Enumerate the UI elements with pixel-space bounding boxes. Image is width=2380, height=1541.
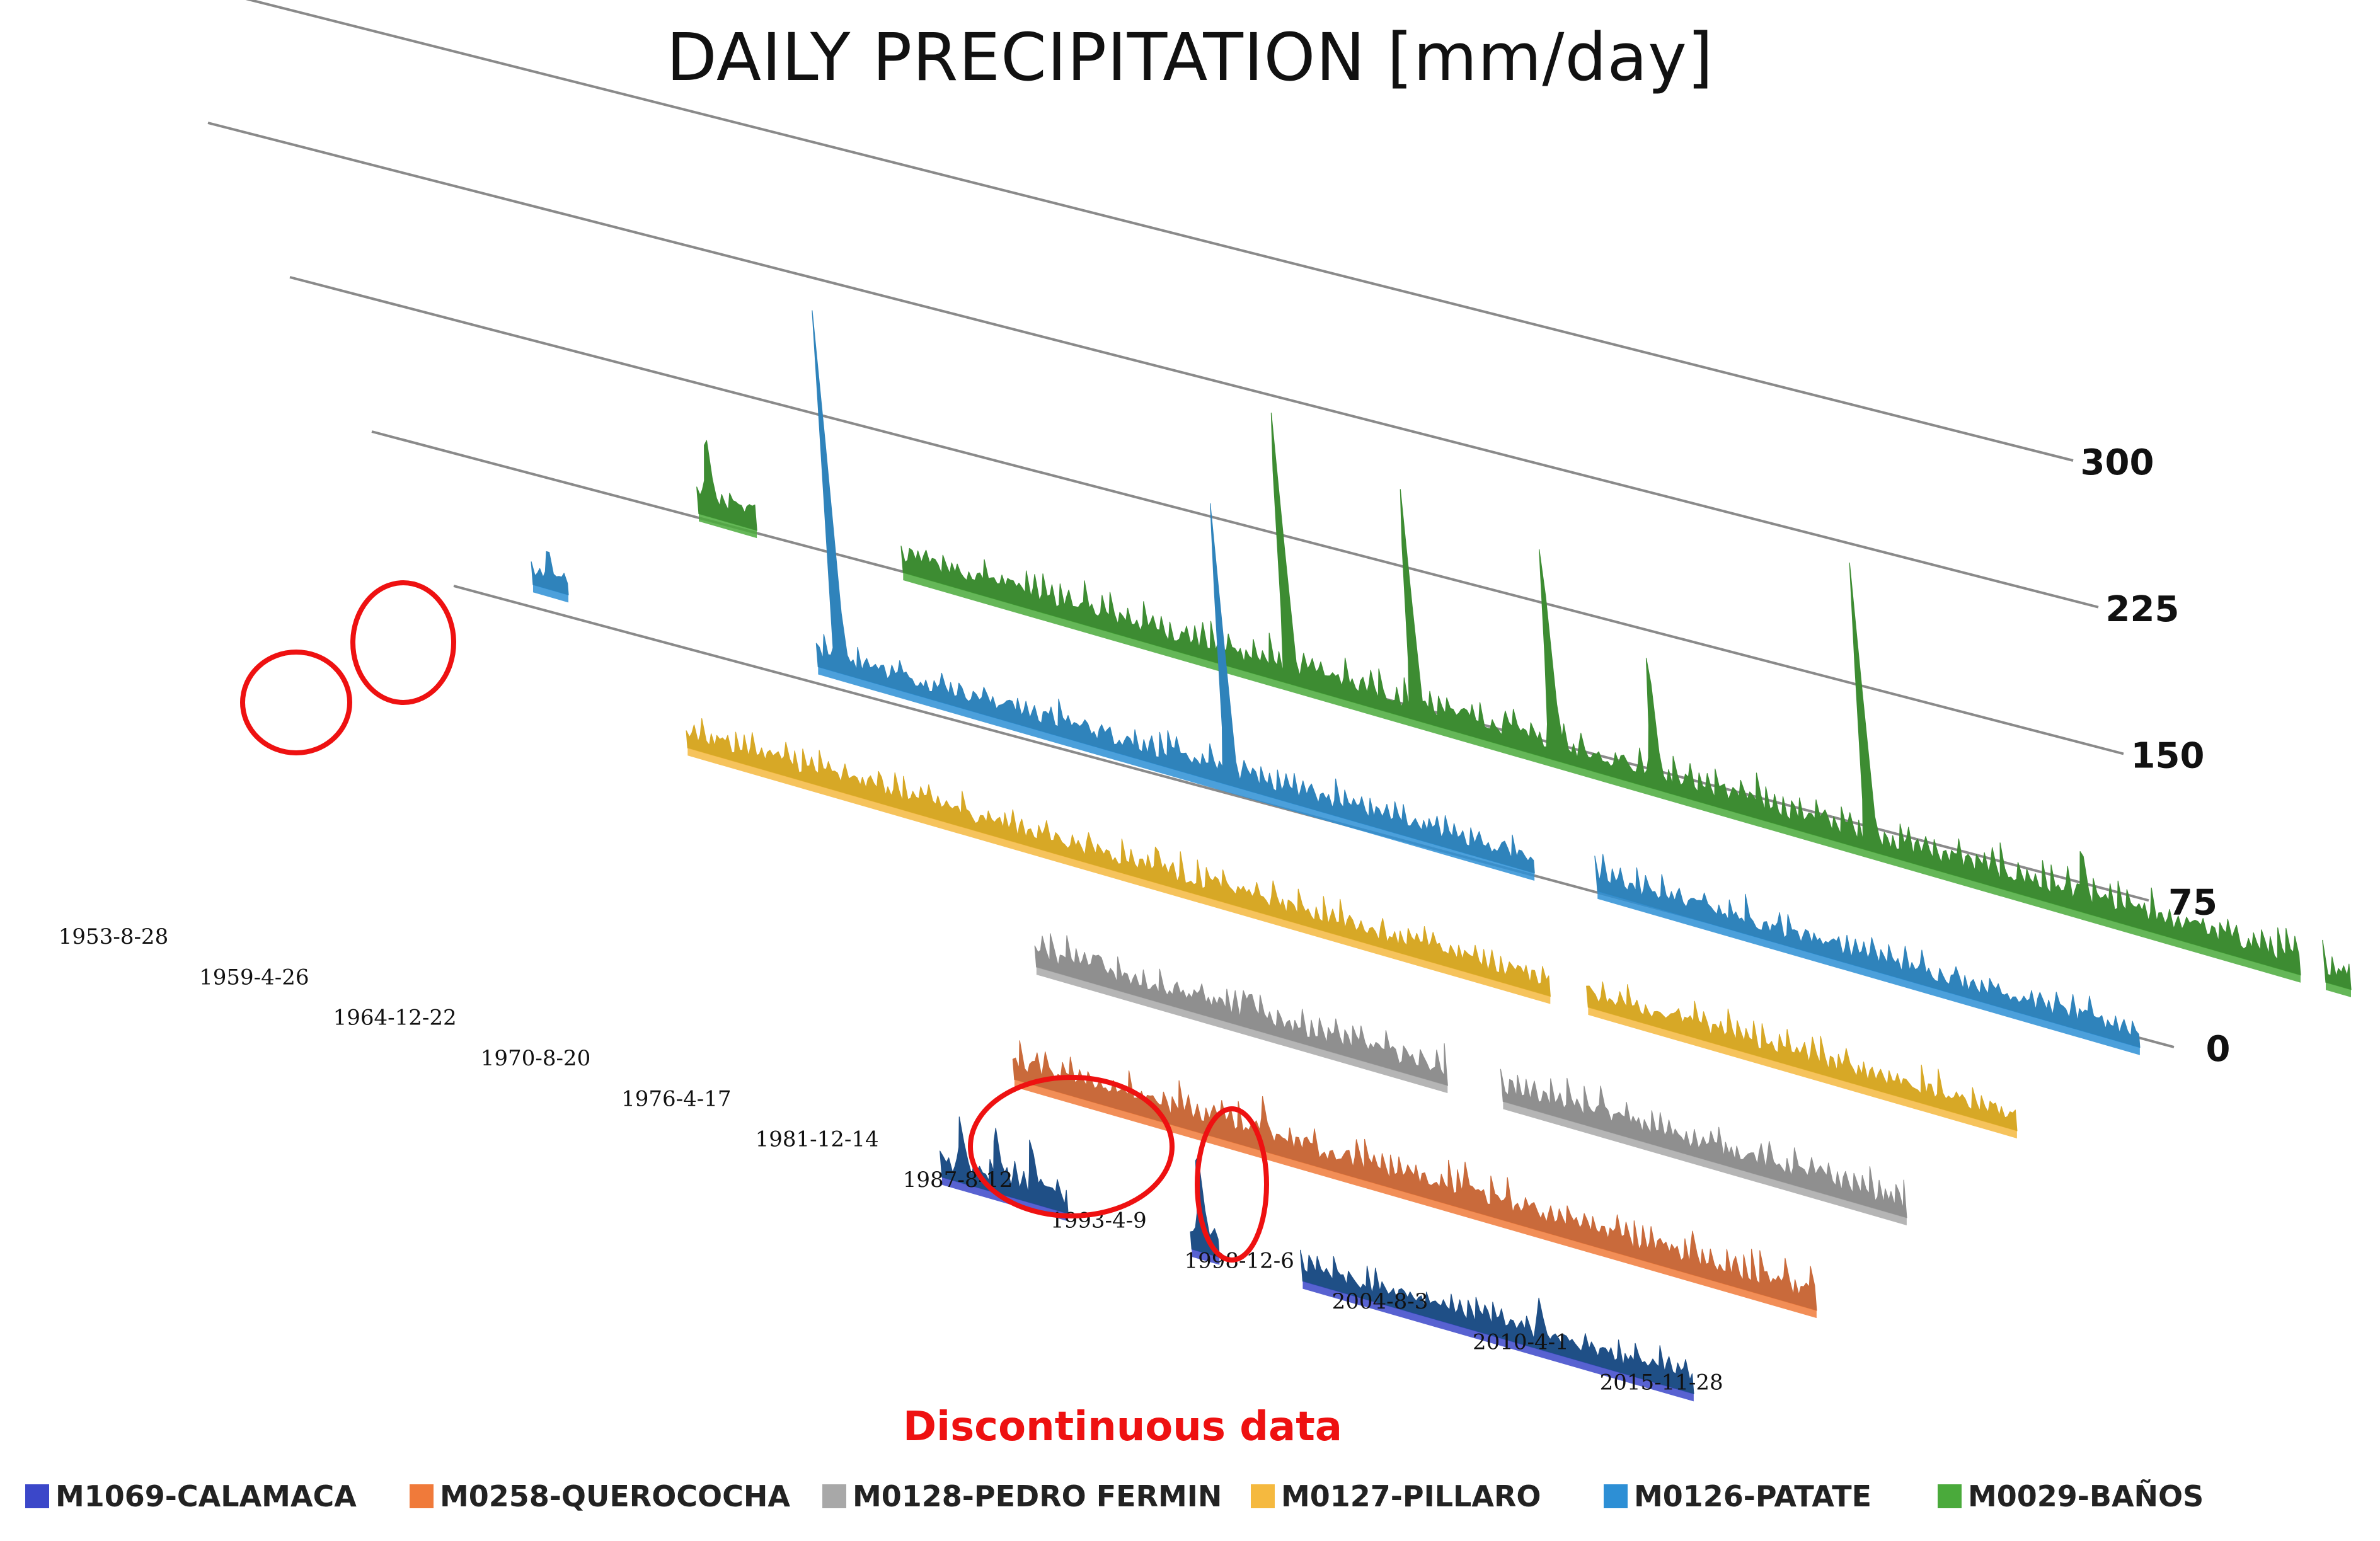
legend-item: M0258-QUEROCOCHA	[410, 1468, 790, 1525]
x-tick-label: 1998-12-6	[1184, 1249, 1294, 1274]
series-base	[1588, 1007, 2017, 1138]
x-tick-label: 2015-11-28	[1600, 1370, 1723, 1395]
x-tick-label: 1964-12-22	[333, 1005, 457, 1031]
discontinuity-marker	[350, 580, 456, 705]
grid-lines	[207, 0, 2175, 1048]
series-base	[1597, 891, 2140, 1055]
x-tick-label: 2004-8-3	[1332, 1289, 1429, 1314]
series-ribbons	[531, 310, 2352, 1402]
legend-swatch	[25, 1484, 49, 1508]
legend-label: M0126-PATATE	[1634, 1479, 1872, 1513]
series-segment	[2322, 939, 2352, 990]
legend-label: M0258-QUEROCOCHA	[440, 1479, 791, 1513]
z-tick-label-300: 300	[2081, 442, 2154, 483]
series-base	[818, 667, 1535, 881]
legend-swatch	[1251, 1484, 1275, 1508]
x-tick-label: 1987-8-12	[903, 1167, 1013, 1193]
chart-title: DAILY PRECIPITATION [mm/day]	[666, 19, 1714, 96]
series-segment	[1300, 1249, 1694, 1394]
series-base	[532, 585, 569, 603]
series-m0126-patate	[531, 310, 2141, 1055]
legend-label: M0029-BAÑOS	[1968, 1479, 2204, 1513]
legend-label: M1069-CALAMACA	[55, 1479, 357, 1513]
legend-swatch	[1938, 1484, 1962, 1508]
legend-swatch	[822, 1484, 846, 1508]
legend-label: M0127-PILLARO	[1281, 1479, 1541, 1513]
legend-swatch	[1604, 1484, 1628, 1508]
discontinuity-marker	[1195, 1106, 1269, 1263]
grid-line-225	[207, 122, 2099, 609]
discontinuity-marker	[968, 1075, 1175, 1218]
z-tick-label-75: 75	[2168, 882, 2217, 923]
series-base	[1503, 1101, 1907, 1225]
legend-item: M0029-BAÑOS	[1938, 1468, 2204, 1525]
x-tick-label: 1953-8-28	[59, 924, 168, 949]
discontinuity-markers	[240, 580, 1269, 1263]
series-segment	[1012, 1040, 1817, 1311]
series-segment	[1586, 981, 2018, 1131]
grid-line-150	[289, 276, 2124, 755]
legend-swatch	[410, 1484, 434, 1508]
x-tick-label: 1959-4-26	[199, 965, 309, 990]
z-tick-label-225: 225	[2106, 589, 2180, 630]
legend-item: M0127-PILLARO	[1251, 1468, 1541, 1525]
legend-label: M0128-PEDRO FERMIN	[853, 1479, 1222, 1513]
series-base	[1014, 1079, 1817, 1319]
x-tick-label: 1976-4-17	[621, 1086, 731, 1111]
z-axis-ticks: 0 75 150 225 300	[2081, 442, 2231, 1070]
x-tick-label: 1970-8-20	[481, 1046, 590, 1071]
z-tick-label-150: 150	[2131, 736, 2205, 777]
series-base	[699, 513, 757, 539]
series-segment	[1190, 1156, 1220, 1258]
series-base	[1302, 1281, 1694, 1402]
series-base	[2325, 982, 2351, 997]
legend-item: M1069-CALAMACA	[25, 1468, 357, 1525]
series-m0029-ba-os	[696, 412, 2352, 997]
series-m0127-pillaro	[686, 718, 2018, 1138]
series-base	[1036, 967, 1448, 1094]
x-tick-label: 1981-12-14	[756, 1127, 879, 1152]
legend: M1069-CALAMACA M0258-QUEROCOCHA M0128-PEDR…	[25, 1468, 2357, 1525]
z-tick-label-0: 0	[2206, 1029, 2231, 1070]
series-base	[903, 572, 2301, 983]
series-base	[1192, 1249, 1220, 1265]
legend-item: M0126-PATATE	[1604, 1468, 1871, 1525]
series-segment	[812, 310, 1535, 874]
series-segment	[1500, 1068, 1907, 1218]
series-m0128-pedro-fermin	[1034, 933, 1907, 1225]
discontinuous-data-annotation: Discontinuous data	[903, 1404, 1342, 1450]
legend-item: M0128-PEDRO FERMIN	[822, 1468, 1222, 1525]
series-m0258-querococha	[1012, 1040, 1817, 1319]
series-base	[687, 748, 1551, 1004]
series-segment	[1594, 854, 2141, 1048]
x-tick-label: 2010-4-1	[1473, 1329, 1569, 1355]
discontinuity-marker	[240, 650, 352, 755]
grid-line-300	[245, 0, 2074, 462]
